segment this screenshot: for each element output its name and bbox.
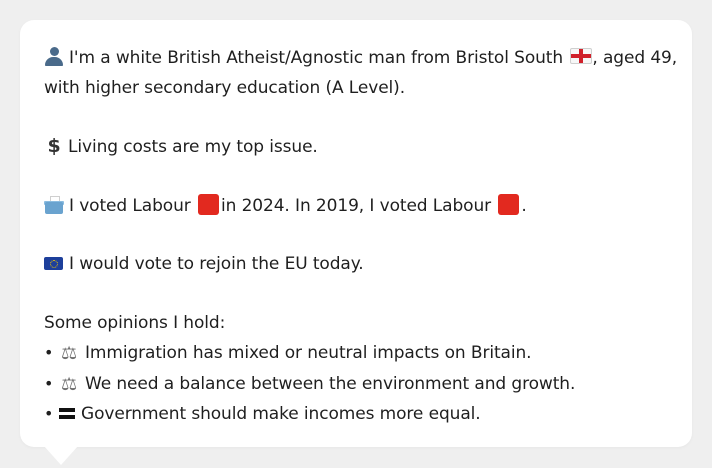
opinion-item: • Government should make incomes more equ… <box>44 399 674 430</box>
bullet: • <box>44 404 54 423</box>
opinion-text: We need a balance between the environmen… <box>85 373 576 394</box>
red-square-icon <box>498 193 520 215</box>
dollar-icon: $ <box>47 135 61 157</box>
opinion-item: • ⚖ We need a balance between the environm… <box>44 369 674 400</box>
bubble-tail <box>44 446 78 465</box>
england-flag-icon <box>570 48 593 64</box>
top-issue-text: Living costs are my top issue. <box>68 137 318 157</box>
eu-flag-icon <box>44 257 63 270</box>
profile-text-1: I'm a white British Atheist/Agnostic man… <box>69 48 564 68</box>
opinion-text: Immigration has mixed or neutral impacts… <box>85 343 532 363</box>
balance-scale-icon: ⚖ <box>60 373 78 395</box>
message-content: I'm a white British Atheist/Agnostic man… <box>44 44 678 430</box>
vote-text-3: . <box>521 195 527 216</box>
message-bubble: I'm a white British Atheist/Agnostic man… <box>20 20 692 447</box>
equals-icon <box>58 406 76 420</box>
red-square-icon <box>197 193 219 215</box>
vote-text-1: I voted Labour <box>69 195 191 216</box>
person-icon <box>44 47 64 66</box>
opinions-section: Some opinions I hold: • ⚖ Immigration has … <box>44 309 674 430</box>
profile-text-age: , aged 49, <box>592 48 678 68</box>
bullet: • <box>44 343 54 362</box>
opinion-text: Government should make incomes more equa… <box>81 404 481 424</box>
balance-scale-icon: ⚖ <box>60 343 78 364</box>
top-issue-paragraph: $ Living costs are my top issue. <box>44 132 674 163</box>
profile-paragraph: I'm a white British Atheist/Agnostic man… <box>44 44 678 103</box>
opinions-heading: Some opinions I hold: <box>44 312 226 333</box>
opinion-item: • ⚖ Immigration has mixed or neutral impac… <box>44 338 674 369</box>
profile-line-2: with higher secondary education (A Level… <box>44 77 406 98</box>
bullet: • <box>44 373 54 393</box>
vote-text-2: in 2024. In 2019, I voted Labour <box>220 195 492 216</box>
profile-line-1: I'm a white British Atheist/Agnostic man… <box>44 44 678 74</box>
eu-text: I would vote to rejoin the EU today. <box>69 254 364 274</box>
vote-paragraph: I voted Labour in 2024. In 2019, I voted… <box>44 192 674 222</box>
eu-paragraph: I would vote to rejoin the EU today. <box>44 250 674 280</box>
ballot-box-icon <box>44 195 64 214</box>
